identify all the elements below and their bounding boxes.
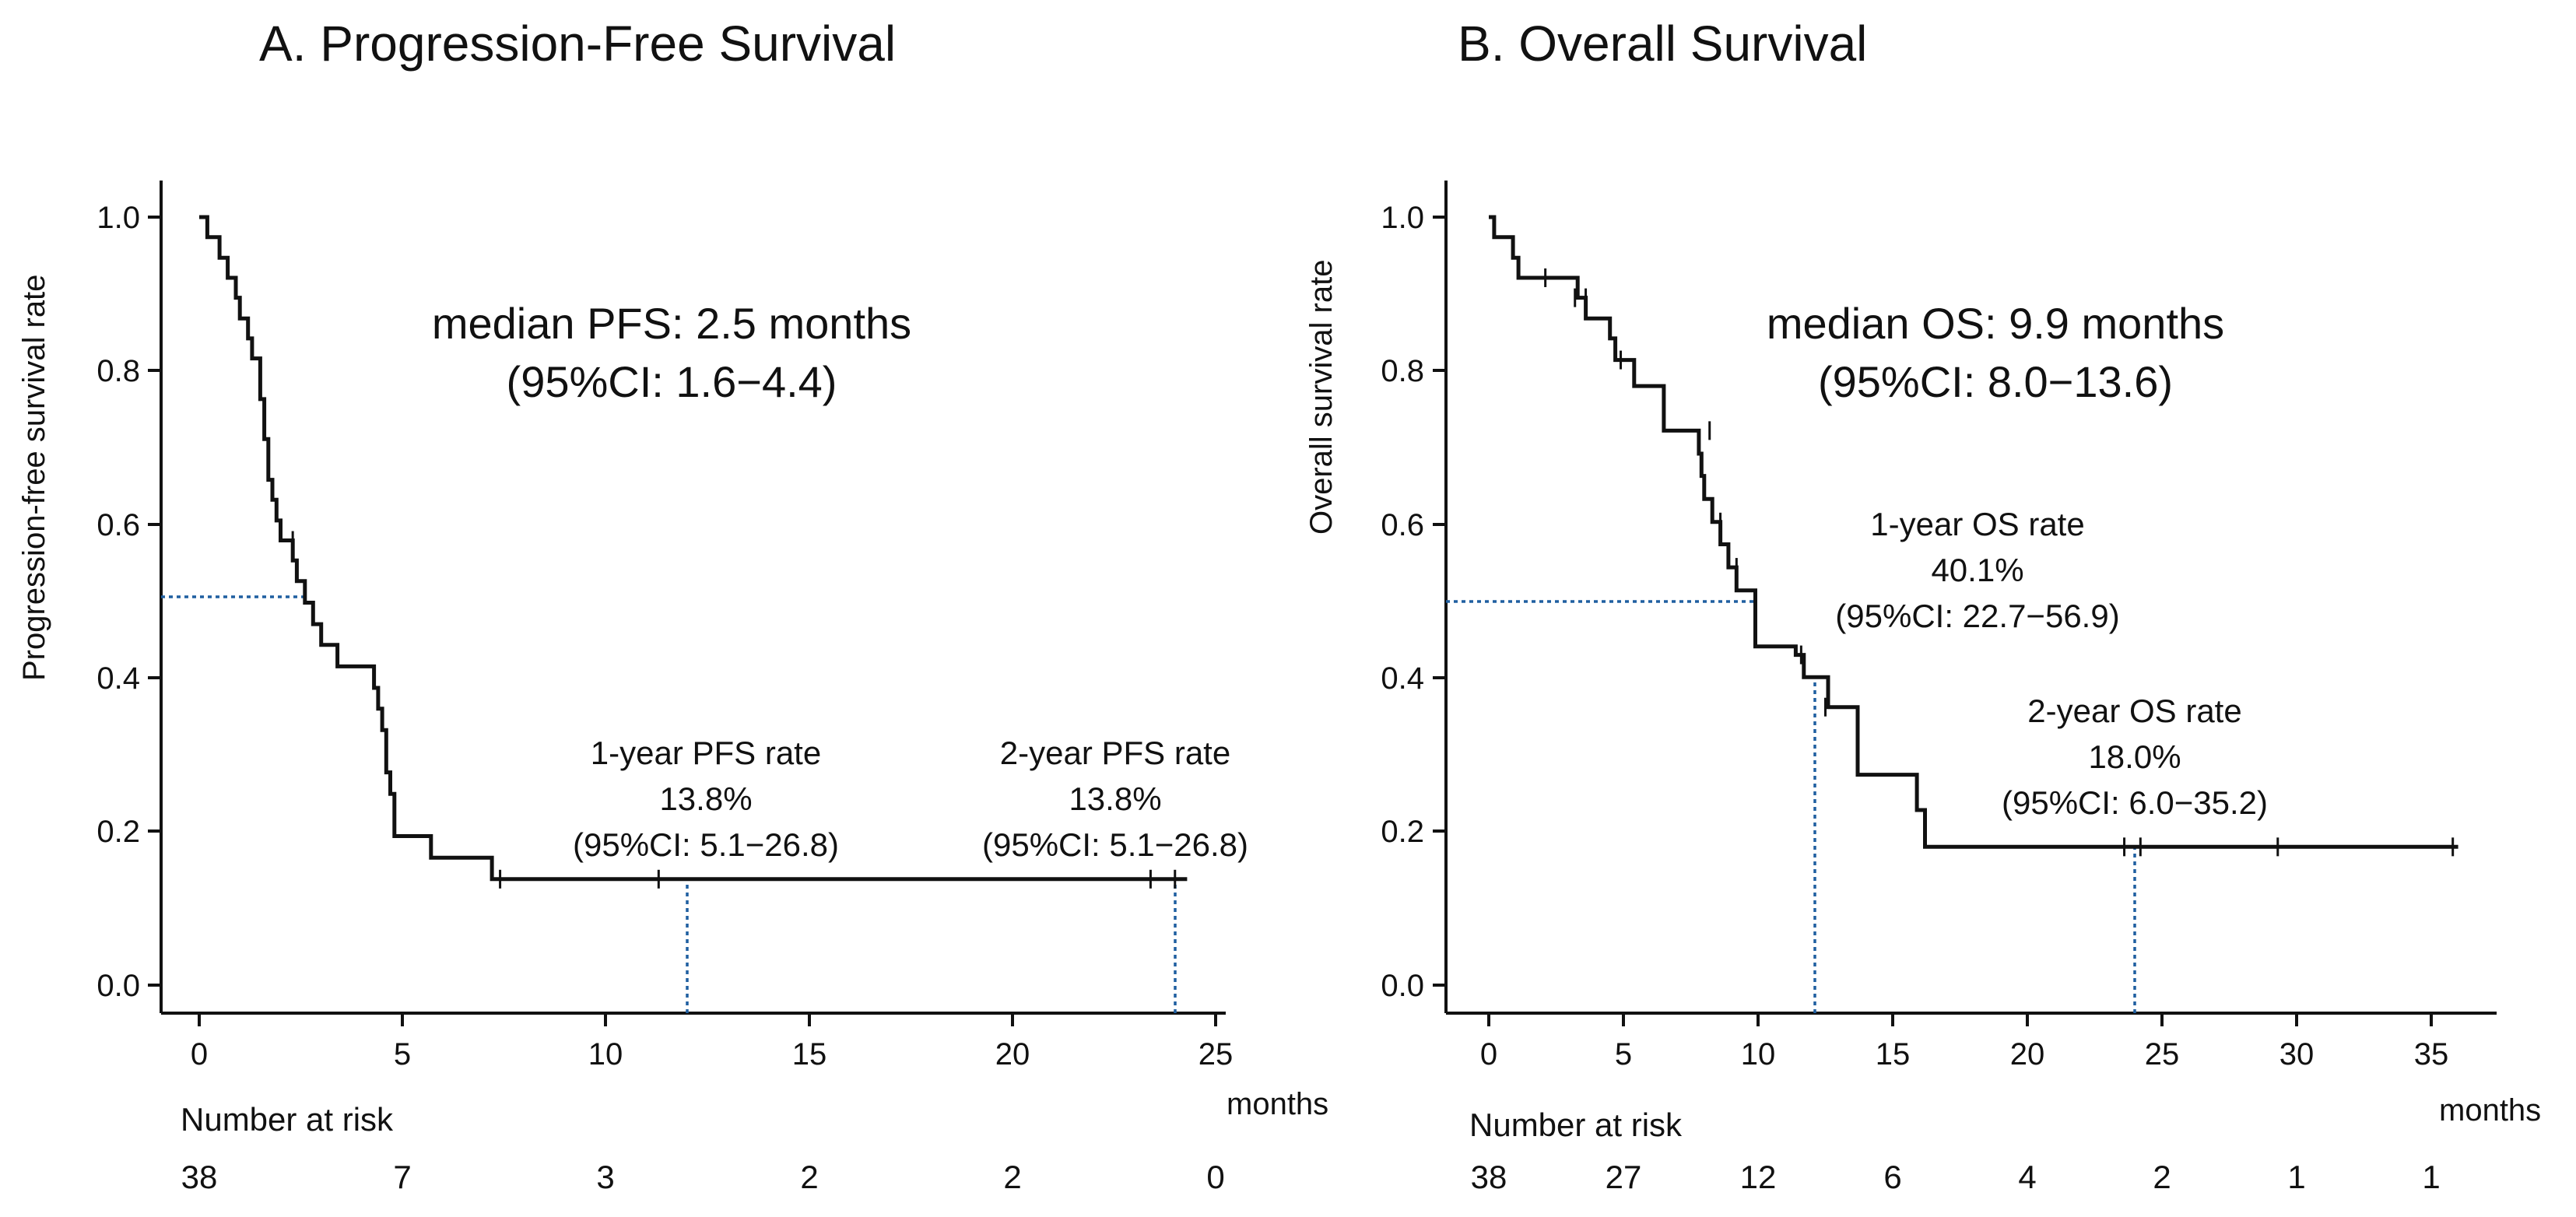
os-2yr-value: 18.0% <box>2088 738 2181 775</box>
pfs-x-unit: months <box>1227 1087 1328 1121</box>
os-1yr-value: 40.1% <box>1931 552 2023 588</box>
os-reference-lines <box>1446 600 2136 1013</box>
pfs-x-tick-label: 10 <box>588 1037 623 1071</box>
pfs-x-ticks: 0 5 10 15 20 25 <box>191 1013 1233 1071</box>
pfs-x-tick-label: 25 <box>1199 1037 1234 1071</box>
pfs-risk-table: Number at risk 38 7 3 2 2 0 <box>181 1101 1225 1195</box>
pfs-1yr-ci: (95%CI: 5.1−26.8) <box>573 826 839 863</box>
os-y-tick-label: 0.6 <box>1381 508 1424 542</box>
panel-pfs: A. Progression-Free Survival Progression… <box>17 16 1328 1195</box>
panel-os: B. Overall Survival Overall survival rat… <box>1304 16 2541 1195</box>
os-x-tick-label: 25 <box>2145 1037 2180 1071</box>
pfs-x-tick-label: 20 <box>995 1037 1030 1071</box>
pfs-km-curve <box>199 215 1188 882</box>
pfs-y-tick-label: 0.0 <box>97 969 140 1003</box>
os-y-ticks: 0.0 0.2 0.4 0.6 0.8 1.0 <box>1381 201 1446 1003</box>
pfs-x-tick-label: 15 <box>792 1037 827 1071</box>
os-risk-value: 1 <box>2287 1159 2305 1195</box>
pfs-y-tick-label: 0.2 <box>97 815 140 849</box>
pfs-x-tick-label: 5 <box>394 1037 411 1071</box>
os-y-tick-label: 0.2 <box>1381 815 1424 849</box>
pfs-risk-value: 7 <box>393 1159 411 1195</box>
pfs-risk-value: 0 <box>1206 1159 1224 1195</box>
pfs-risk-value: 38 <box>181 1159 218 1195</box>
os-y-tick-label: 1.0 <box>1381 201 1424 235</box>
pfs-y-label: Progression-free survival rate <box>17 275 51 681</box>
os-risk-value: 27 <box>1606 1159 1642 1195</box>
os-x-tick-label: 10 <box>1741 1037 1776 1071</box>
pfs-median-ci: (95%CI: 1.6−4.4) <box>507 357 837 406</box>
os-risk-value: 38 <box>1471 1159 1507 1195</box>
os-x-tick-label: 0 <box>1480 1037 1497 1071</box>
os-x-tick-label: 5 <box>1615 1037 1632 1071</box>
pfs-y-tick-label: 0.8 <box>97 354 140 388</box>
os-1yr-ci: (95%CI: 22.7−56.9) <box>1835 598 2119 634</box>
pfs-risk-value: 2 <box>800 1159 818 1195</box>
os-risk-title: Number at risk <box>1469 1107 1683 1143</box>
pfs-1yr-value: 13.8% <box>659 780 752 817</box>
os-risk-value: 1 <box>2422 1159 2440 1195</box>
pfs-title: A. Progression-Free Survival <box>259 16 896 72</box>
os-x-tick-label: 30 <box>2279 1037 2315 1071</box>
os-x-tick-label: 35 <box>2414 1037 2449 1071</box>
os-x-tick-label: 20 <box>2010 1037 2045 1071</box>
os-km-curve <box>1489 215 2458 849</box>
pfs-y-tick-label: 0.6 <box>97 508 140 542</box>
os-risk-value: 6 <box>1883 1159 1901 1195</box>
os-x-tick-label: 15 <box>1876 1037 1911 1071</box>
pfs-reference-lines <box>161 595 1177 1013</box>
os-risk-value: 12 <box>1740 1159 1777 1195</box>
pfs-risk-title: Number at risk <box>181 1101 394 1138</box>
pfs-y-tick-label: 0.4 <box>97 661 140 696</box>
pfs-y-ticks: 0.0 0.2 0.4 0.6 0.8 1.0 <box>97 201 161 1003</box>
pfs-x-tick-label: 0 <box>191 1037 208 1071</box>
os-x-unit: months <box>2439 1093 2541 1128</box>
os-risk-table: Number at risk 38 27 12 6 4 2 1 1 <box>1469 1107 2441 1195</box>
pfs-2yr-label: 2-year PFS rate <box>1000 735 1230 771</box>
os-median-ci: (95%CI: 8.0−13.6) <box>1818 357 2173 406</box>
os-censor-marks <box>1544 268 2455 857</box>
os-y-tick-label: 0.0 <box>1381 969 1424 1003</box>
pfs-2yr-ci: (95%CI: 5.1−26.8) <box>982 826 1248 863</box>
os-risk-value: 4 <box>2018 1159 2036 1195</box>
pfs-1yr-label: 1-year PFS rate <box>591 735 821 771</box>
os-median-label: median OS: 9.9 months <box>1767 299 2224 348</box>
os-2yr-label: 2-year OS rate <box>2027 693 2241 729</box>
os-risk-value: 2 <box>2153 1159 2171 1195</box>
os-y-label: Overall survival rate <box>1304 260 1339 535</box>
os-y-tick-label: 0.8 <box>1381 354 1424 388</box>
os-title: B. Overall Survival <box>1458 16 1867 72</box>
pfs-risk-value: 2 <box>1003 1159 1021 1195</box>
pfs-2yr-value: 13.8% <box>1069 780 1161 817</box>
pfs-censor-marks <box>291 531 1177 889</box>
pfs-risk-value: 3 <box>596 1159 614 1195</box>
pfs-median-label: median PFS: 2.5 months <box>432 299 911 348</box>
pfs-y-tick-label: 1.0 <box>97 201 140 235</box>
os-x-ticks: 0 5 10 15 20 25 30 35 <box>1480 1013 2448 1071</box>
os-1yr-label: 1-year OS rate <box>1870 506 2084 542</box>
os-y-tick-label: 0.4 <box>1381 661 1424 696</box>
os-2yr-ci: (95%CI: 6.0−35.2) <box>2002 784 2268 821</box>
